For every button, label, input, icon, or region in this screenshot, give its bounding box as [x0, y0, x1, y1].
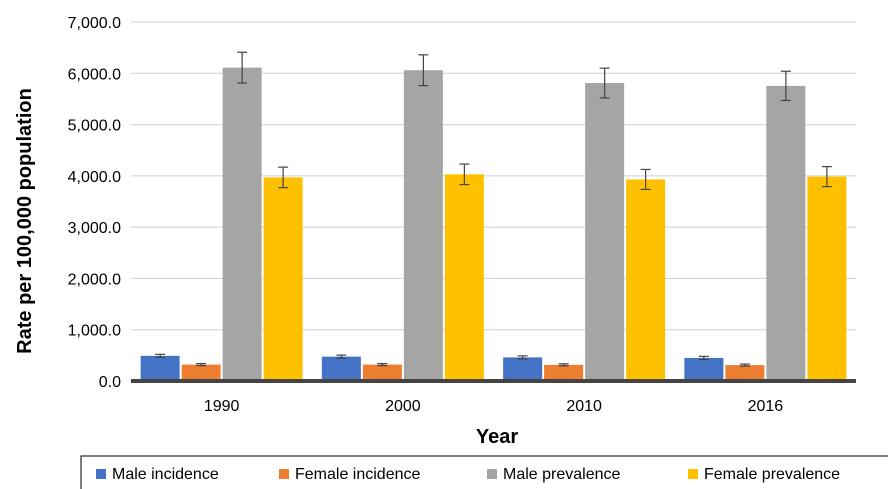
y-tick-label: 4,000.0: [68, 169, 121, 186]
y-tick-label: 2,000.0: [68, 271, 121, 288]
bar-male-incidence-2016: [684, 357, 724, 381]
y-tick-label: 1,000.0: [68, 323, 121, 340]
bar-female-incidence-2016: [725, 365, 765, 381]
x-tick-label: 1990: [204, 398, 240, 415]
legend-swatch: [688, 469, 698, 479]
bar-male-prevalence-2000: [403, 70, 443, 382]
error-bar: [418, 54, 429, 87]
legend-label: Female incidence: [295, 466, 421, 483]
error-bar: [698, 355, 709, 361]
error-bar: [155, 353, 166, 359]
error-bar: [821, 166, 832, 188]
x-tick-label: 2010: [566, 398, 602, 415]
legend-swatch: [96, 469, 106, 479]
error-bar: [459, 163, 470, 186]
y-tick-labels: 0.0 1,000.0 2,000.0 3,000.0 4,000.0 5,000.0 6,…: [68, 15, 121, 391]
bar-male-prevalence-2016: [766, 85, 806, 382]
legend-item: Female incidence: [279, 466, 421, 483]
legend-item: Male incidence: [96, 466, 219, 483]
error-bars: [155, 51, 832, 367]
y-tick-label: 6,000.0: [68, 66, 121, 83]
error-bar: [377, 362, 388, 367]
legend-label: Female prevalence: [704, 466, 840, 483]
bar-female-prevalence-2016: [807, 176, 847, 381]
y-tick-label: 3,000.0: [68, 220, 121, 237]
y-axis-title: Rate per 100,000 population: [14, 88, 36, 354]
legend-label: Male prevalence: [503, 466, 621, 483]
error-bar: [739, 363, 750, 367]
bar-female-prevalence-1990: [263, 177, 303, 381]
error-bar: [237, 51, 248, 84]
error-bar: [517, 355, 528, 360]
legend-border: [80, 455, 888, 489]
x-tick-labels: 1990 2000 2010 2016: [204, 398, 783, 415]
bar-male-prevalence-1990: [222, 67, 262, 381]
x-axis-title: Year: [476, 426, 518, 448]
y-tick-label: 5,000.0: [68, 118, 121, 135]
x-tick-label: 2000: [385, 398, 421, 415]
error-bar: [196, 362, 207, 367]
y-tick-label: 7,000.0: [68, 15, 121, 32]
bar-female-incidence-2010: [544, 364, 584, 381]
error-bar: [780, 70, 791, 102]
error-bar: [278, 166, 289, 189]
legend-items: Male incidence Female incidence Male preva…: [96, 466, 840, 483]
legend-swatch: [279, 469, 289, 479]
y-tick-label: 0.0: [99, 374, 121, 391]
error-bar: [336, 354, 347, 359]
x-tick-label: 2016: [748, 398, 784, 415]
bar-female-prevalence-2010: [626, 179, 666, 381]
bar-male-incidence-1990: [140, 355, 180, 381]
legend: Male incidence Female incidence Male preva…: [80, 455, 888, 489]
bar-male-incidence-2010: [503, 357, 543, 381]
legend-item: Female prevalence: [688, 466, 840, 483]
bar-male-incidence-2000: [321, 356, 361, 381]
bar-female-prevalence-2000: [444, 174, 484, 381]
bar-male-prevalence-2010: [585, 83, 625, 381]
legend-swatch: [487, 469, 497, 479]
error-bar: [640, 168, 651, 191]
error-bar: [558, 363, 569, 367]
bar-female-incidence-2000: [362, 364, 402, 381]
bars: [140, 67, 847, 382]
legend-item: Male prevalence: [487, 466, 621, 483]
error-bar: [599, 67, 610, 99]
legend-label: Male incidence: [112, 466, 219, 483]
bar-female-incidence-1990: [181, 364, 221, 381]
